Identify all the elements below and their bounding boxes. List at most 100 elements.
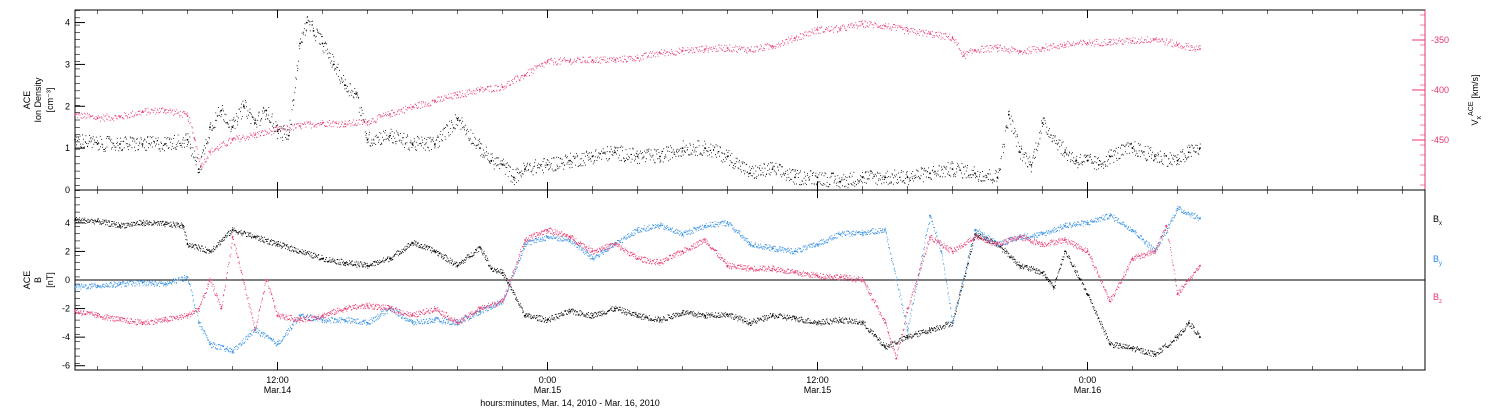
ion-density-point <box>74 138 76 141</box>
ion-density-tick-label: 3 <box>65 59 70 69</box>
ion-density-tick-label: 1 <box>65 143 70 153</box>
bz-point <box>389 307 391 310</box>
vx-point <box>726 47 729 49</box>
bz-point <box>321 314 324 317</box>
bx-point <box>182 224 184 227</box>
vx-point <box>1199 48 1201 50</box>
by-point <box>1176 207 1179 210</box>
panel1-series <box>74 16 1201 189</box>
legend-bx: Bx <box>1433 214 1442 227</box>
vx-point <box>861 23 864 25</box>
ion-density-point <box>1154 155 1156 158</box>
ion-density-y-axis: 0 1 2 3 4 <box>65 10 85 195</box>
vx-point <box>366 121 369 123</box>
ion-density-tick-label: 2 <box>65 101 70 111</box>
x-tick-label-date: Mar.15 <box>534 385 562 395</box>
velocity-tick-label: -350 <box>1431 35 1449 45</box>
x-tick-label-time: 12:00 <box>806 375 829 385</box>
vx-point <box>704 48 706 50</box>
bx-point <box>614 307 616 310</box>
velocity-tick-label: -400 <box>1431 85 1449 95</box>
bx-point <box>906 336 909 338</box>
b-tick-label: 0 <box>65 275 70 285</box>
bz-point <box>164 319 166 321</box>
velocity-ylabel-sub: x <box>1476 115 1483 119</box>
ion-density-point <box>197 168 200 171</box>
ion-density-point <box>321 42 324 45</box>
legend-by-sub: y <box>1439 261 1442 267</box>
x-tick-label-date: Mar.16 <box>1074 385 1102 395</box>
ion-density-point <box>96 143 99 145</box>
ion-density-point <box>906 176 909 179</box>
ion-density-point <box>1187 151 1190 154</box>
ion-density-point <box>524 168 526 171</box>
ion-density-point <box>659 155 661 158</box>
vx-point <box>344 123 346 125</box>
ion-density-point <box>569 159 571 162</box>
bx-point <box>929 329 931 331</box>
ion-density-point <box>1097 164 1100 166</box>
b-tick-label: 4 <box>65 218 70 228</box>
ion-density-point <box>366 138 369 141</box>
vx-point <box>839 28 841 30</box>
bz-point <box>861 279 864 281</box>
velocity-ylabel-unit: [km/s] <box>1470 75 1480 99</box>
b-tick-label: -4 <box>62 332 70 342</box>
vx-point <box>200 165 202 167</box>
ion-density-point <box>389 134 391 137</box>
vx-point <box>389 113 391 115</box>
by-point <box>411 322 414 324</box>
vx-point <box>209 151 211 153</box>
panel1-x-ticks <box>97 10 1403 190</box>
ion-density-point <box>1176 159 1179 162</box>
ion-density-scatter <box>74 16 1201 189</box>
bz-point <box>74 310 76 313</box>
bz-scatter <box>74 225 1201 360</box>
ion-density-point <box>1019 151 1021 154</box>
ion-density-point <box>839 180 841 183</box>
by-point <box>861 232 864 234</box>
bx-point <box>74 219 76 221</box>
by-point <box>74 286 76 288</box>
vx-point <box>771 45 774 47</box>
ion-density-point <box>119 143 121 145</box>
bx-point <box>1019 264 1021 267</box>
panel2-x-ticks <box>97 190 1403 370</box>
ion-density-point <box>276 130 279 133</box>
velocity-ylabel: VxACE [km/s] <box>1468 75 1483 126</box>
ion-density-point <box>332 63 335 66</box>
vx-point <box>193 137 196 139</box>
bz-point <box>1131 257 1134 260</box>
by-point <box>749 243 751 246</box>
b-ylabel-line1: ACE <box>22 271 32 290</box>
velocity-tick-label: -450 <box>1431 135 1449 145</box>
b-tick-label: -2 <box>62 304 70 314</box>
ion-density-point <box>411 143 414 145</box>
panel1-frame <box>74 9 1426 191</box>
ion-density-point <box>512 176 515 179</box>
ion-density-point <box>1075 159 1078 162</box>
ion-density-point <box>186 138 189 141</box>
legend-bx-sub: x <box>1439 221 1442 227</box>
vx-point <box>1109 41 1111 43</box>
ion-density-ylabel-unit: [cm⁻³] <box>45 88 55 113</box>
vx-point <box>231 139 234 141</box>
x-tick-label-date: Mar.15 <box>804 385 832 395</box>
b-legend: Bx By Bz <box>1433 214 1442 305</box>
ion-density-point <box>479 147 481 150</box>
legend-by: By <box>1433 254 1442 267</box>
bx-scatter <box>75 217 1201 357</box>
legend-bz-base: B <box>1433 292 1439 302</box>
x-tick-label-time: 0:00 <box>539 375 557 385</box>
by-point <box>321 319 324 321</box>
velocity-ylabel-base: V <box>1470 119 1480 125</box>
vx-point <box>996 47 999 49</box>
ion-density-point <box>265 109 268 112</box>
x-tick-label-date: Mar.14 <box>264 385 292 395</box>
vx-point <box>546 61 549 63</box>
bz-point <box>524 239 526 241</box>
ion-density-tick-label: 4 <box>65 18 70 28</box>
by-point <box>1086 222 1089 224</box>
ion-density-point <box>287 134 290 137</box>
